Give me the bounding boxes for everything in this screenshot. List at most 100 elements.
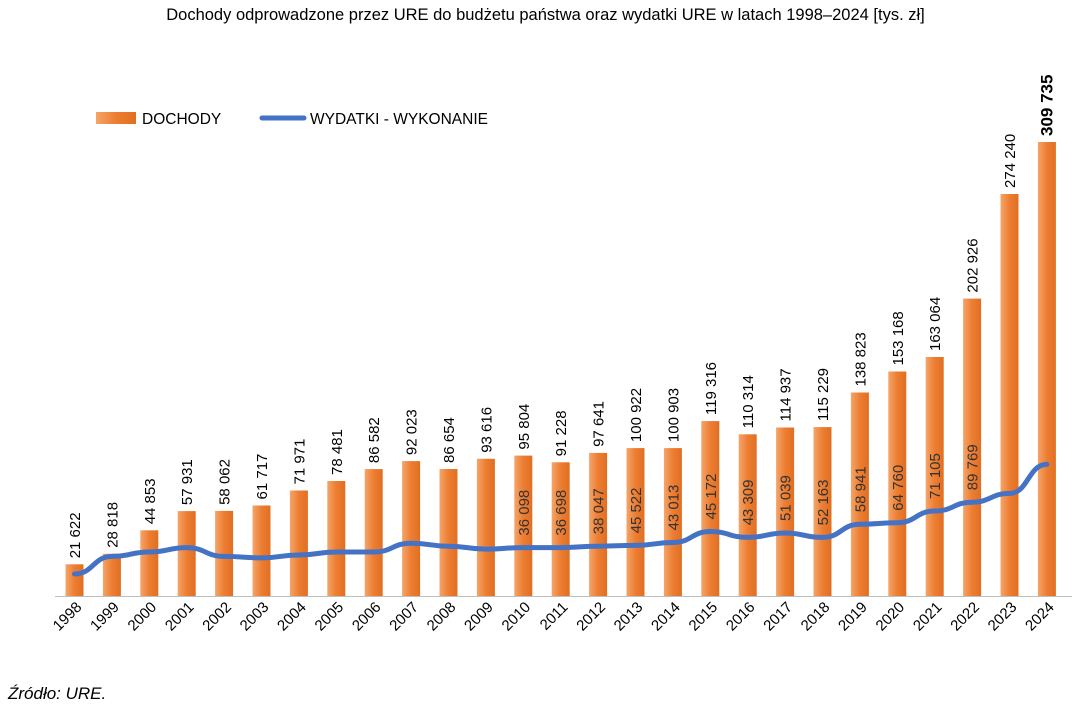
point-wydatki-2009: [484, 547, 488, 551]
line-layer: [72, 461, 1050, 577]
point-wydatki-1998: [73, 572, 76, 576]
bar-label-2001: 57 931: [179, 459, 196, 505]
legend-label-wydatki: WYDATKI - WYKONANIE: [310, 111, 488, 128]
x-tick-2009: 2009: [461, 599, 497, 635]
bar-dochody-2014: [663, 448, 682, 596]
x-tick-2022: 2022: [947, 599, 983, 635]
x-tick-2019: 2019: [835, 599, 871, 635]
bar-label-1999: 28 818: [104, 502, 121, 548]
bar-dochody-2011: [551, 462, 570, 596]
point-wydatki-2021: [933, 509, 937, 513]
bar-dochody-2024: [1037, 142, 1056, 596]
bar-dochody-2004: [289, 490, 308, 596]
bar-label-2010: 95 804: [516, 404, 533, 450]
x-tick-2008: 2008: [424, 599, 460, 635]
point-wydatki-1999: [110, 554, 114, 558]
line-label-2018: 52 163: [815, 480, 832, 526]
point-wydatki-2006: [372, 550, 376, 554]
point-wydatki-2001: [185, 546, 189, 550]
x-tick-2020: 2020: [873, 599, 909, 635]
point-wydatki-2017: [783, 531, 787, 535]
point-wydatki-2024: [1045, 462, 1049, 466]
bar-dochody-2002: [215, 510, 234, 596]
x-tick-2016: 2016: [723, 599, 759, 635]
point-wydatki-2022: [970, 500, 974, 504]
point-wydatki-2015: [708, 530, 712, 533]
point-wydatki-2013: [634, 543, 637, 547]
x-tick-1998: 1998: [50, 599, 86, 635]
bar-label-2017: 114 937: [778, 368, 795, 421]
x-tick-2014: 2014: [648, 599, 684, 635]
bar-label-2015: 119 316: [703, 362, 720, 415]
legend-swatch-dochody: [96, 112, 136, 124]
bar-label-2021: 163 064: [927, 297, 944, 351]
bar-dochody-2009: [476, 458, 495, 596]
x-tick-2024: 2024: [1022, 599, 1058, 635]
bar-dochody-2000: [140, 530, 159, 596]
x-tick-2011: 2011: [537, 599, 572, 634]
x-tick-2007: 2007: [386, 599, 422, 635]
x-tick-2013: 2013: [611, 599, 647, 635]
point-wydatki-2002: [222, 554, 226, 558]
bar-dochody-1998: [65, 564, 84, 596]
bar-dochody-2015: [701, 421, 720, 596]
point-wydatki-2019: [858, 522, 862, 526]
bar-label-2020: 153 168: [890, 311, 907, 365]
x-axis: 1998 1999 2000 2001 2002 2003 2004 2005 2006 2007…: [50, 596, 1072, 635]
x-tick-2023: 2023: [985, 599, 1021, 635]
bar-label-2014: 100 903: [665, 388, 682, 442]
chart-title: Dochody odprowadzone przez URE do budżet…: [166, 6, 925, 24]
line-label-2016: 43 309: [740, 480, 757, 526]
bar-dochody-2016: [738, 434, 757, 596]
bar-label-2005: 78 481: [329, 429, 346, 475]
point-wydatki-2000: [147, 550, 151, 554]
bar-label-2011: 91 228: [553, 410, 570, 456]
bar-label-2012: 97 641: [591, 401, 608, 447]
bar-label-2002: 58 062: [217, 459, 234, 505]
point-wydatki-2005: [334, 550, 338, 554]
bar-label-2004: 71 971: [291, 439, 308, 485]
point-wydatki-2008: [447, 544, 450, 548]
bar-dochody-2022: [963, 298, 982, 596]
bar-dochody-2006: [364, 469, 383, 596]
line-label-2022: 89 769: [965, 444, 982, 490]
x-tick-2010: 2010: [499, 599, 535, 635]
bar-dochody-2021: [925, 357, 944, 596]
bar-dochody-2008: [439, 469, 458, 596]
bar-label-1998: 21 622: [67, 512, 84, 558]
bars-layer: [65, 142, 1056, 596]
bar-dochody-2023: [1000, 194, 1019, 596]
line-label-2017: 51 039: [778, 475, 795, 521]
bar-dochody-2003: [252, 505, 271, 596]
point-wydatki-2018: [821, 535, 824, 539]
x-tick-2001: 2001: [162, 599, 198, 635]
x-tick-2018: 2018: [798, 599, 834, 635]
x-tick-2021: 2021: [910, 599, 946, 635]
point-wydatki-2007: [409, 541, 413, 545]
line-label-2013: 45 522: [628, 488, 645, 534]
point-wydatki-2011: [559, 546, 563, 550]
bar-dochody-2005: [327, 481, 346, 596]
point-wydatki-2023: [1008, 491, 1011, 495]
point-wydatki-2010: [521, 546, 525, 550]
x-tick-1999: 1999: [87, 599, 123, 635]
x-tick-2012: 2012: [573, 599, 609, 635]
bar-dochody-2020: [888, 371, 907, 596]
x-tick-2004: 2004: [274, 599, 310, 635]
bar-label-2024: 309 735: [1037, 75, 1056, 136]
line-label-2011: 36 698: [553, 490, 570, 536]
x-tick-2006: 2006: [349, 599, 385, 635]
point-wydatki-2004: [297, 553, 301, 557]
bar-label-2009: 93 616: [478, 407, 495, 453]
bar-label-2000: 44 853: [142, 478, 159, 524]
x-tick-2015: 2015: [686, 599, 722, 635]
line-label-2021: 71 105: [927, 453, 944, 499]
bar-label-2003: 61 717: [254, 454, 271, 500]
bar-label-2016: 110 314: [740, 375, 757, 428]
x-tick-2000: 2000: [125, 599, 161, 635]
bar-label-2022: 202 926: [965, 238, 982, 292]
bar-label-2018: 115 229: [815, 368, 832, 421]
bar-dochody-2018: [813, 427, 832, 596]
line-label-2012: 38 047: [591, 488, 608, 534]
line-label-2015: 45 172: [703, 474, 720, 520]
